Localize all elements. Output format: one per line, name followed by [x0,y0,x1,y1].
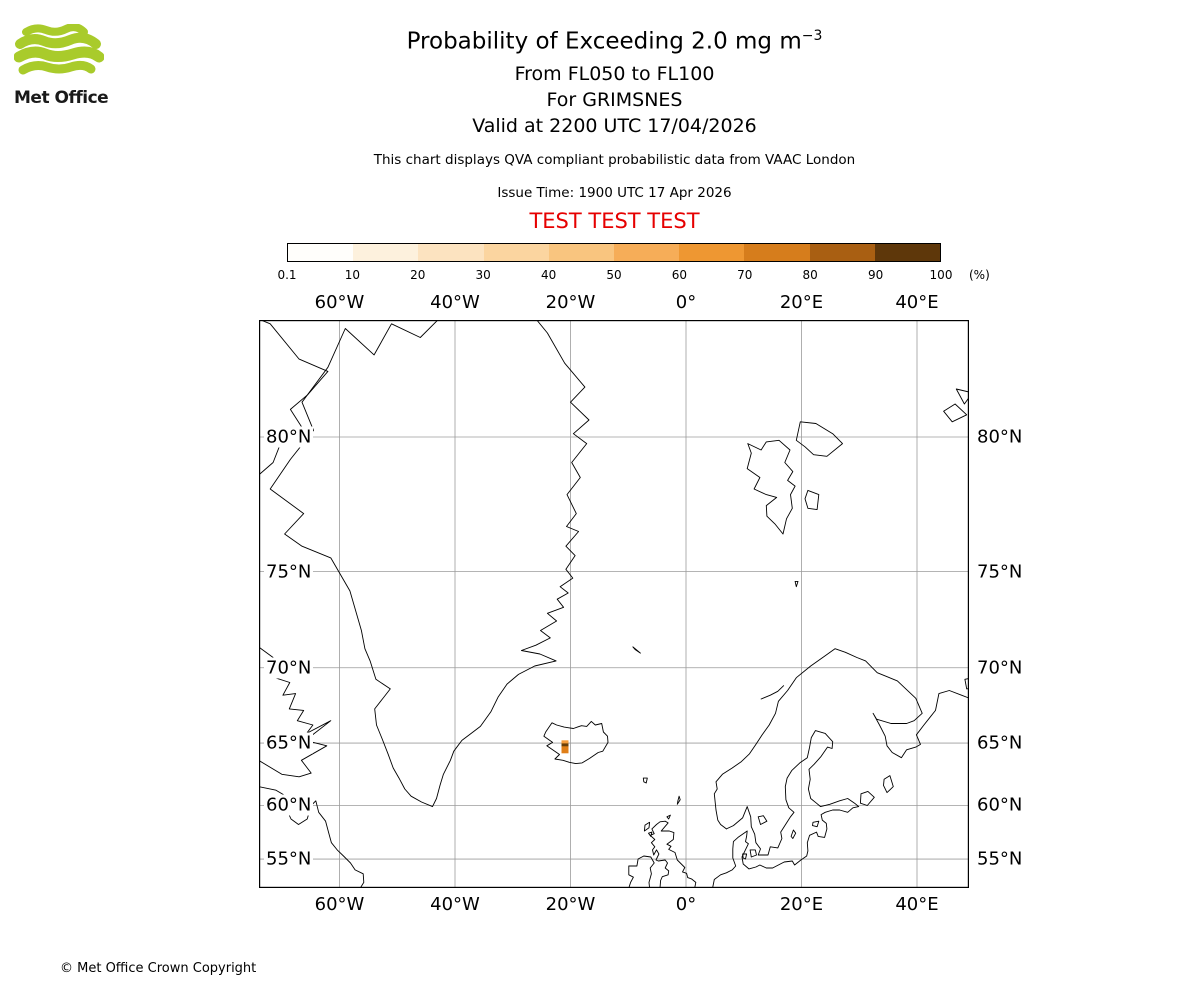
latitude-label-left: 80°N [264,426,314,448]
grimsnes-marker [561,740,569,754]
coastline-ireland [628,855,655,888]
latitude-label-right: 75°N [977,561,1023,583]
longitude-label-bottom: 40°W [430,894,480,915]
coastline-orkney [666,814,671,820]
colorbar-unit-label: (%) [969,268,990,282]
met-office-logo-text: Met Office [14,88,109,108]
subtitle-flight-levels: From FL050 to FL100 [514,62,715,85]
colorbar-tick-label: 30 [475,268,491,282]
coastline-lewis [643,821,651,832]
latitude-label-left: 65°N [264,732,314,754]
colorbar-tick-label: 20 [410,268,426,282]
longitude-label-top: 0° [675,292,697,313]
met-office-logo-icon [13,23,105,75]
colorbar-tick-label: 80 [802,268,818,282]
colorbar-segment [288,244,354,261]
colorbar-tick-label: 50 [606,268,622,282]
coastline-kolguev [964,678,969,690]
coastline-gotland [790,829,797,839]
coastline-svalbard-nordaustlandet [795,421,843,457]
colorbar-tick-label: 100 [929,268,953,282]
colorbar-segment [483,244,549,261]
issue-time: Issue Time: 1900 UTC 17 Apr 2026 [497,184,732,201]
latitude-label-right: 70°N [977,657,1023,679]
qva-note: This chart displays QVA compliant probab… [373,151,856,168]
latitude-label-right: 60°N [977,794,1023,816]
coastline-franz-josef-2 [955,388,969,405]
longitude-label-top: 40°W [430,292,480,313]
coastline-great-britain [649,820,697,888]
map-border [259,320,969,888]
colorbar-segment [744,244,810,261]
title-superscript: −3 [801,28,823,44]
longitude-label-bottom: 40°E [895,894,939,915]
longitude-label-top: 20°E [779,292,824,313]
header: Probability of Exceeding 2.0 mg m−3 From… [29,28,1200,233]
chart-title: Probability of Exceeding 2.0 mg m−3 [406,28,823,55]
coastline-svalbard-spitsbergen [746,439,796,535]
latitude-label-right: 65°N [977,732,1023,754]
probability-cell [561,746,569,754]
copyright: © Met Office Crown Copyright [60,961,257,976]
longitude-label-top: 60°W [314,292,365,313]
coastline-greenland [269,320,590,808]
met-office-logo: Met Office [13,23,114,108]
colorbar-segment [874,244,941,261]
coastline-skye [648,831,653,837]
colorbar-segment [353,244,419,261]
map-area [259,320,969,888]
colorbar-tick-label: 10 [344,268,361,282]
longitude-label-bottom: 0° [675,894,697,915]
longitude-label-bottom: 60°W [314,894,365,915]
latitude-label-left: 55°N [264,848,314,870]
coastline-shetland [676,795,681,805]
coastline-franz-josef-1 [943,403,968,423]
coastline-ellesmere [259,320,329,476]
test-banner: TEST TEST TEST [529,208,700,233]
coastline-lake-vanern [757,815,768,825]
coastline-lake-onega [883,775,894,794]
colorbar-tick-label: 40 [540,268,557,282]
coastline-zealand [749,849,757,858]
longitude-label-bottom: 20°W [545,894,596,915]
coastline-svalbard-edgeoya [804,489,820,511]
colorbar-tick-label: 90 [867,268,884,282]
longitude-label-top: 20°W [545,292,596,313]
map-coastlines [259,320,969,888]
colorbar-segment [418,244,484,261]
latitude-label-right: 80°N [977,426,1023,448]
latitude-label-right: 55°N [977,848,1023,870]
colorbar-segment [679,244,745,261]
colorbar-segment [548,244,615,261]
subtitle-valid-time: Valid at 2200 UTC 17/04/2026 [472,114,757,137]
map-canvas [259,320,969,888]
coastline-jan-mayen [632,646,641,654]
coastline-lake-ladoga [859,790,875,806]
coastline-scandinavia-kola-white-sea [713,648,969,830]
probability-colorbar [287,243,941,262]
coastline-lofoten [760,685,785,700]
colorbar-tick-label: 60 [671,268,688,282]
colorbar-segment [614,244,680,261]
longitude-label-bottom: 20°E [779,894,824,915]
map-gridlines [259,320,969,888]
coastline-saaremaa [812,820,820,828]
coastline-iceland [543,720,609,765]
latitude-label-left: 60°N [264,794,314,816]
coastline-baltic-denmark [712,730,860,888]
colorbar-tick-label: 0.1 [277,268,297,282]
subtitle-volcano: For GRIMSNES [546,88,683,111]
colorbar-tick-label: 70 [737,268,753,282]
coastline-faroe-islands [642,777,648,784]
coastline-bear-island [794,580,799,588]
longitude-label-top: 40°E [895,292,939,313]
latitude-label-left: 75°N [264,561,314,583]
coastline-funen [742,853,748,860]
latitude-label-left: 70°N [264,657,314,679]
colorbar-segment [809,244,875,261]
